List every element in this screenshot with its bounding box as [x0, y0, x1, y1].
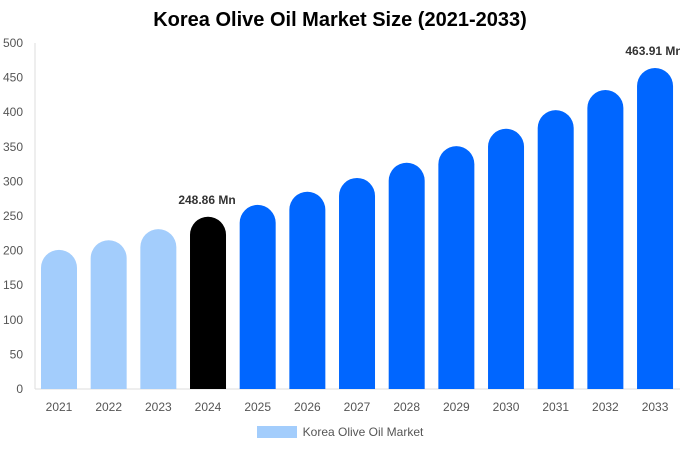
bar-2030 — [488, 128, 525, 389]
x-tick-label: 2031 — [542, 400, 569, 414]
bar-2032 — [587, 90, 624, 390]
y-tick-label: 150 — [3, 278, 23, 292]
y-tick-label: 200 — [3, 244, 23, 258]
x-tick-label: 2029 — [443, 400, 470, 414]
x-tick-label: 2032 — [592, 400, 619, 414]
chart-title: Korea Olive Oil Market Size (2021-2033) — [153, 9, 527, 31]
x-tick-label: 2023 — [145, 400, 172, 414]
data-label: 248.86 Mn — [178, 193, 235, 207]
y-tick-label: 450 — [3, 71, 23, 85]
bar-2029 — [438, 146, 475, 389]
x-tick-label: 2033 — [642, 400, 669, 414]
bar-2028 — [388, 162, 425, 389]
bar-2024 — [190, 216, 227, 389]
y-tick-label: 400 — [3, 105, 23, 119]
bar-2022 — [90, 240, 127, 389]
x-tick-label: 2030 — [493, 400, 520, 414]
y-tick-label: 350 — [3, 140, 23, 154]
y-tick-label: 100 — [3, 313, 23, 327]
legend: Korea Olive Oil Market — [0, 425, 680, 439]
x-tick-label: 2021 — [46, 400, 73, 414]
bar-2026 — [289, 191, 326, 389]
y-tick-label: 500 — [3, 36, 23, 50]
x-tick-label: 2026 — [294, 400, 321, 414]
bar-2023 — [140, 229, 177, 389]
y-tick-label: 0 — [16, 382, 23, 396]
bar-2031 — [537, 110, 574, 389]
y-tick-label: 300 — [3, 174, 23, 188]
legend-swatch — [256, 426, 297, 438]
x-tick-label: 2027 — [344, 400, 371, 414]
y-tick-label: 50 — [10, 347, 24, 361]
bar-2027 — [339, 177, 376, 389]
bar-2033 — [637, 67, 674, 390]
bar-2021 — [41, 249, 77, 389]
legend-label: Korea Olive Oil Market — [302, 425, 424, 439]
y-tick-label: 250 — [3, 209, 23, 223]
bar-2025 — [239, 204, 276, 389]
x-tick-label: 2025 — [244, 400, 271, 414]
x-tick-label: 2024 — [195, 400, 222, 414]
data-label: 463.91 Mn — [625, 44, 680, 58]
x-tick-label: 2022 — [95, 400, 122, 414]
x-tick-label: 2028 — [393, 400, 420, 414]
